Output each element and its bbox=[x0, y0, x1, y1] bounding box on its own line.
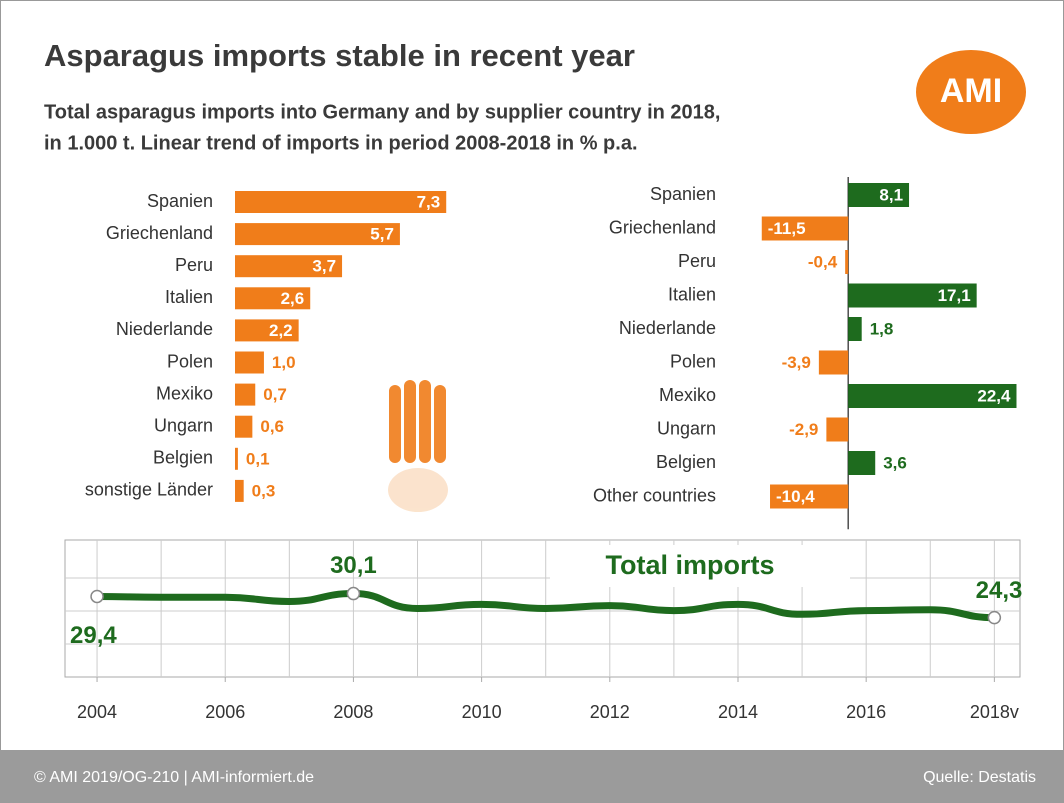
x-tick-label: 2008 bbox=[333, 702, 373, 722]
bar bbox=[235, 384, 255, 406]
value-label: 0,1 bbox=[246, 449, 270, 468]
chart-title: Total imports bbox=[605, 550, 774, 580]
value-label: 22,4 bbox=[977, 386, 1011, 405]
footer-right: Quelle: Destatis bbox=[923, 769, 1036, 786]
bar bbox=[235, 480, 244, 502]
point-marker bbox=[347, 588, 359, 600]
value-label: -10,4 bbox=[776, 487, 815, 506]
value-label: 3,6 bbox=[883, 453, 907, 472]
x-tick-label: 2018v bbox=[970, 702, 1019, 722]
category-label: Mexiko bbox=[659, 385, 716, 405]
value-label: 2,6 bbox=[281, 289, 305, 308]
category-label: sonstige Länder bbox=[85, 480, 213, 500]
value-label: 30,1 bbox=[330, 552, 377, 579]
value-label: 5,7 bbox=[370, 225, 394, 244]
bar bbox=[235, 448, 238, 470]
value-label: 1,0 bbox=[272, 353, 296, 372]
category-label: Polen bbox=[670, 351, 716, 371]
value-label: 3,7 bbox=[312, 257, 336, 276]
value-label: 7,3 bbox=[417, 192, 441, 211]
subtitle: Total asparagus imports into Germany and… bbox=[44, 101, 720, 123]
x-tick-label: 2012 bbox=[590, 702, 630, 722]
bar bbox=[826, 418, 848, 442]
point-marker bbox=[91, 590, 103, 602]
x-tick-label: 2006 bbox=[205, 702, 245, 722]
category-label: Griechenland bbox=[609, 217, 716, 237]
category-label: Niederlande bbox=[116, 319, 213, 339]
category-label: Italien bbox=[165, 287, 213, 307]
bar bbox=[848, 317, 862, 341]
category-label: Niederlande bbox=[619, 318, 716, 338]
category-label: Italien bbox=[668, 284, 716, 304]
bar bbox=[848, 451, 875, 475]
x-tick-label: 2016 bbox=[846, 702, 886, 722]
point-marker bbox=[988, 612, 1000, 624]
category-label: Polen bbox=[167, 351, 213, 371]
category-label: Ungarn bbox=[657, 418, 716, 438]
x-tick-label: 2004 bbox=[77, 702, 117, 722]
bar bbox=[819, 351, 848, 375]
bar bbox=[235, 352, 264, 374]
category-label: Mexiko bbox=[156, 383, 213, 403]
value-label: -0,4 bbox=[808, 252, 838, 271]
value-label: 2,2 bbox=[269, 321, 293, 340]
value-label: -2,9 bbox=[789, 420, 818, 439]
bar bbox=[235, 416, 252, 438]
x-tick-label: 2010 bbox=[462, 702, 502, 722]
page: { "header": { "title": "Asparagus import… bbox=[0, 0, 1064, 803]
value-label: 1,8 bbox=[870, 319, 894, 338]
x-tick-label: 2014 bbox=[718, 702, 758, 722]
category-label: Other countries bbox=[593, 485, 716, 505]
category-label: Ungarn bbox=[154, 415, 213, 435]
category-label: Peru bbox=[678, 251, 716, 271]
value-label: 8,1 bbox=[879, 185, 903, 204]
value-label: 29,4 bbox=[70, 622, 117, 649]
logo-text: AMI bbox=[940, 72, 1002, 110]
bar bbox=[235, 191, 446, 213]
category-label: Griechenland bbox=[106, 223, 213, 243]
category-label: Belgien bbox=[656, 452, 716, 472]
bar bbox=[845, 250, 848, 274]
value-label: 0,3 bbox=[252, 481, 276, 500]
value-label: 0,7 bbox=[263, 385, 287, 404]
value-label: 17,1 bbox=[938, 286, 971, 305]
category-label: Spanien bbox=[147, 191, 213, 211]
category-label: Spanien bbox=[650, 184, 716, 204]
value-label: 24,3 bbox=[976, 577, 1023, 604]
infographic: Asparagus imports stable in recent year … bbox=[0, 0, 1064, 803]
category-label: Peru bbox=[175, 255, 213, 275]
value-label: 0,6 bbox=[260, 417, 284, 436]
title: Asparagus imports stable in recent year bbox=[44, 38, 635, 73]
value-label: -11,5 bbox=[768, 219, 806, 238]
value-label: -3,9 bbox=[782, 353, 811, 372]
category-label: Belgien bbox=[153, 448, 213, 468]
footer-left: © AMI 2019/OG-210 | AMI-informiert.de bbox=[34, 769, 314, 786]
subtitle: in 1.000 t. Linear trend of imports in p… bbox=[44, 132, 638, 154]
